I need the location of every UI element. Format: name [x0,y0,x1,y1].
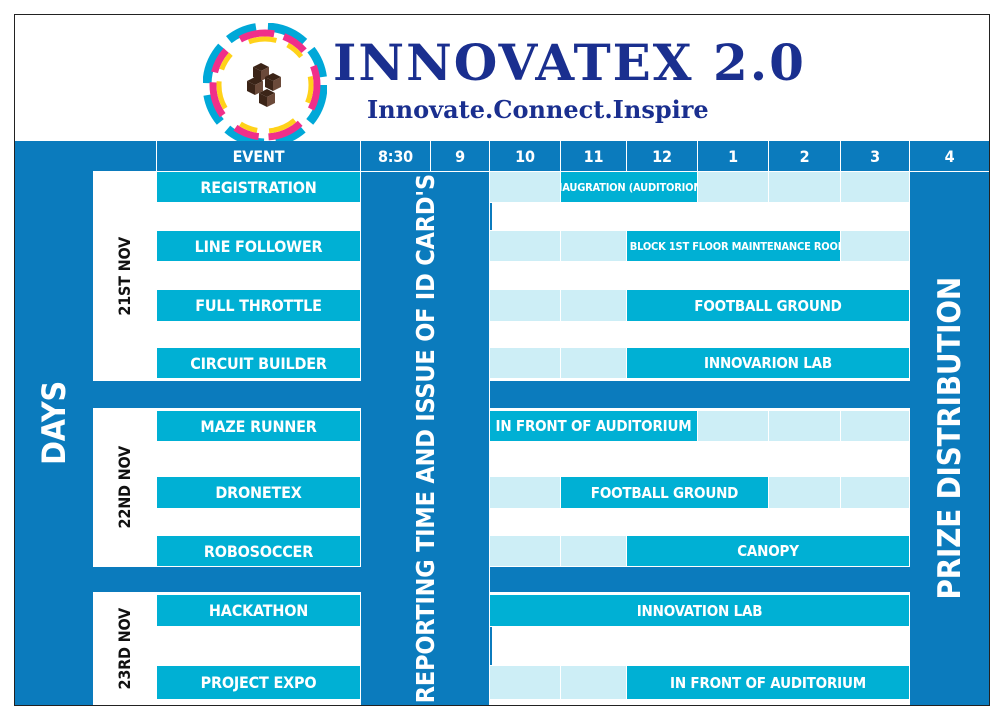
day-separator [93,381,361,408]
empty-slot [490,536,560,566]
empty-slot [841,231,909,261]
venue-cell: INAUGRATION (AUDITORIOM) [561,172,697,202]
event-cell: MAZE RUNNER [157,411,360,441]
venue-cell: FOOTBALL GROUND [561,477,768,508]
event-cell: FULL THROTTLE [157,290,360,321]
empty-slot [561,666,626,699]
event-cell: HACKATHON [157,595,360,626]
empty-slot [490,477,560,508]
tagline: Innovate.Connect.Inspire [367,95,709,124]
time-header: 3 [841,141,909,171]
empty-slot [698,172,768,202]
time-header: 11 [561,141,626,171]
day-separator [490,567,910,592]
time-header: 10 [490,141,560,171]
empty-slot [490,172,560,202]
day-label: 21ST NOV [115,237,134,316]
schedule-poster: INNOVATEX 2.0 Innovate.Connect.Inspire D… [14,14,990,706]
time-header: 2 [769,141,840,171]
venue-cell: FOOTBALL GROUND [627,290,909,321]
empty-slot [841,172,909,202]
day-label-cell: 21ST NOV [93,172,156,381]
divider [490,203,492,230]
day-label: 22ND NOV [115,446,134,529]
event-cell: PROJECT EXPO [157,666,360,699]
empty-slot [841,411,909,441]
event-cell: REGISTRATION [157,172,360,202]
time-header: 12 [627,141,697,171]
time-header: 8:30 [361,141,430,171]
event-header: EVENT [157,141,360,171]
time-header: 1 [698,141,768,171]
empty-slot [490,290,560,321]
event-cell: ROBOSOCCER [157,536,360,566]
empty-slot [561,290,626,321]
days-label: DAYS [35,381,73,465]
empty-slot [561,231,626,261]
empty-slot [769,411,840,441]
empty-slot [769,172,840,202]
day-label-cell: 23RD NOV [93,592,156,705]
venue-cell: IN FRONT OF AUDITORIUM [490,411,697,441]
prize-label: PRIZE DISTRIBUTION [931,277,968,600]
empty-slot [769,477,840,508]
logo [202,22,328,148]
day-label: 23RD NOV [115,607,134,690]
day-separator [93,567,361,592]
venue-cell: INNOVARION LAB [627,348,909,378]
time-header: 9 [431,141,489,171]
day-separator [490,381,910,408]
time-header: 4 [910,141,989,171]
event-cell: LINE FOLLOWER [157,231,360,261]
venue-cell: IN FRONT OF AUDITORIUM [627,666,909,699]
venue-cell: INNOVATION LAB [490,595,909,626]
reporting-label: REPORTING TIME AND ISSUE OF ID CARD'S [410,173,440,704]
day-label-cell: 22ND NOV [93,408,156,567]
empty-slot [490,666,560,699]
event-cell: DRONETEX [157,477,360,508]
event-cell: CIRCUIT BUILDER [157,348,360,378]
empty-slot [698,411,768,441]
page-title: INNOVATEX 2.0 [333,33,806,92]
empty-slot [561,348,626,378]
venue-cell: S BLOCK 1ST FLOOR MAINTENANCE ROOM [627,231,840,261]
empty-slot [490,231,560,261]
divider [490,627,492,665]
prize-column: PRIZE DISTRIBUTION [910,172,989,705]
header-corner [93,141,156,171]
venue-cell: CANOPY [627,536,909,566]
empty-slot [490,348,560,378]
reporting-column: REPORTING TIME AND ISSUE OF ID CARD'S [361,172,489,705]
circuit-cube-icon [247,63,281,107]
empty-slot [561,536,626,566]
days-column: DAYS [15,141,93,705]
empty-slot [841,477,909,508]
